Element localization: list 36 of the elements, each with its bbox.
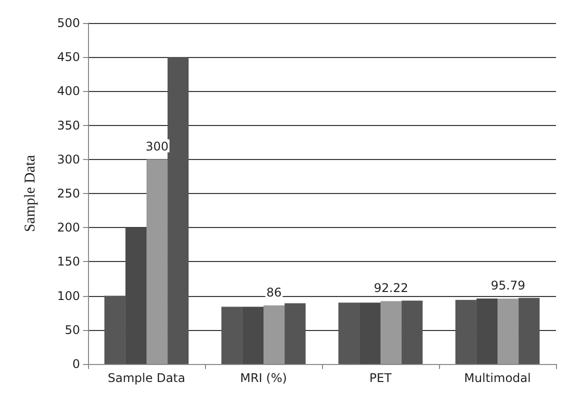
y-axis-title: Sample Data [22,154,38,232]
y-tick-label: 50 [64,322,80,337]
y-tick-label: 300 [57,152,80,166]
bar [518,298,540,364]
y-tick-label: 500 [57,16,80,30]
data-label: 300 [146,139,168,154]
bar [402,300,423,364]
bar [498,298,519,364]
y-tick-label: 0 [72,357,80,371]
x-tick-label: MRI (%) [240,371,287,385]
y-tick-label: 150 [57,254,80,269]
y-tick-label: 400 [57,84,80,98]
bar [476,298,498,364]
bar [455,300,476,364]
x-tick-label: Multimodal [464,371,531,385]
bar [146,159,168,364]
bar [125,228,146,364]
bar [168,57,189,364]
bar [284,303,306,364]
bar [359,302,380,364]
bar [380,301,402,364]
bar [221,306,242,364]
bar [104,296,126,364]
data-label: 95.79 [490,278,526,293]
y-tick-label: 250 [57,186,80,200]
data-label: 92.22 [374,281,408,296]
bar [242,306,264,364]
bar [338,302,360,364]
y-tick-label: 450 [57,50,80,64]
y-tick-label: 200 [57,220,80,235]
data-label: 86 [266,285,282,300]
y-tick-label: 350 [57,118,80,132]
x-tick-label: PET [369,371,392,385]
y-tick-label: 100 [57,288,80,303]
bar [264,305,285,364]
x-tick-label: Sample Data [108,371,186,385]
